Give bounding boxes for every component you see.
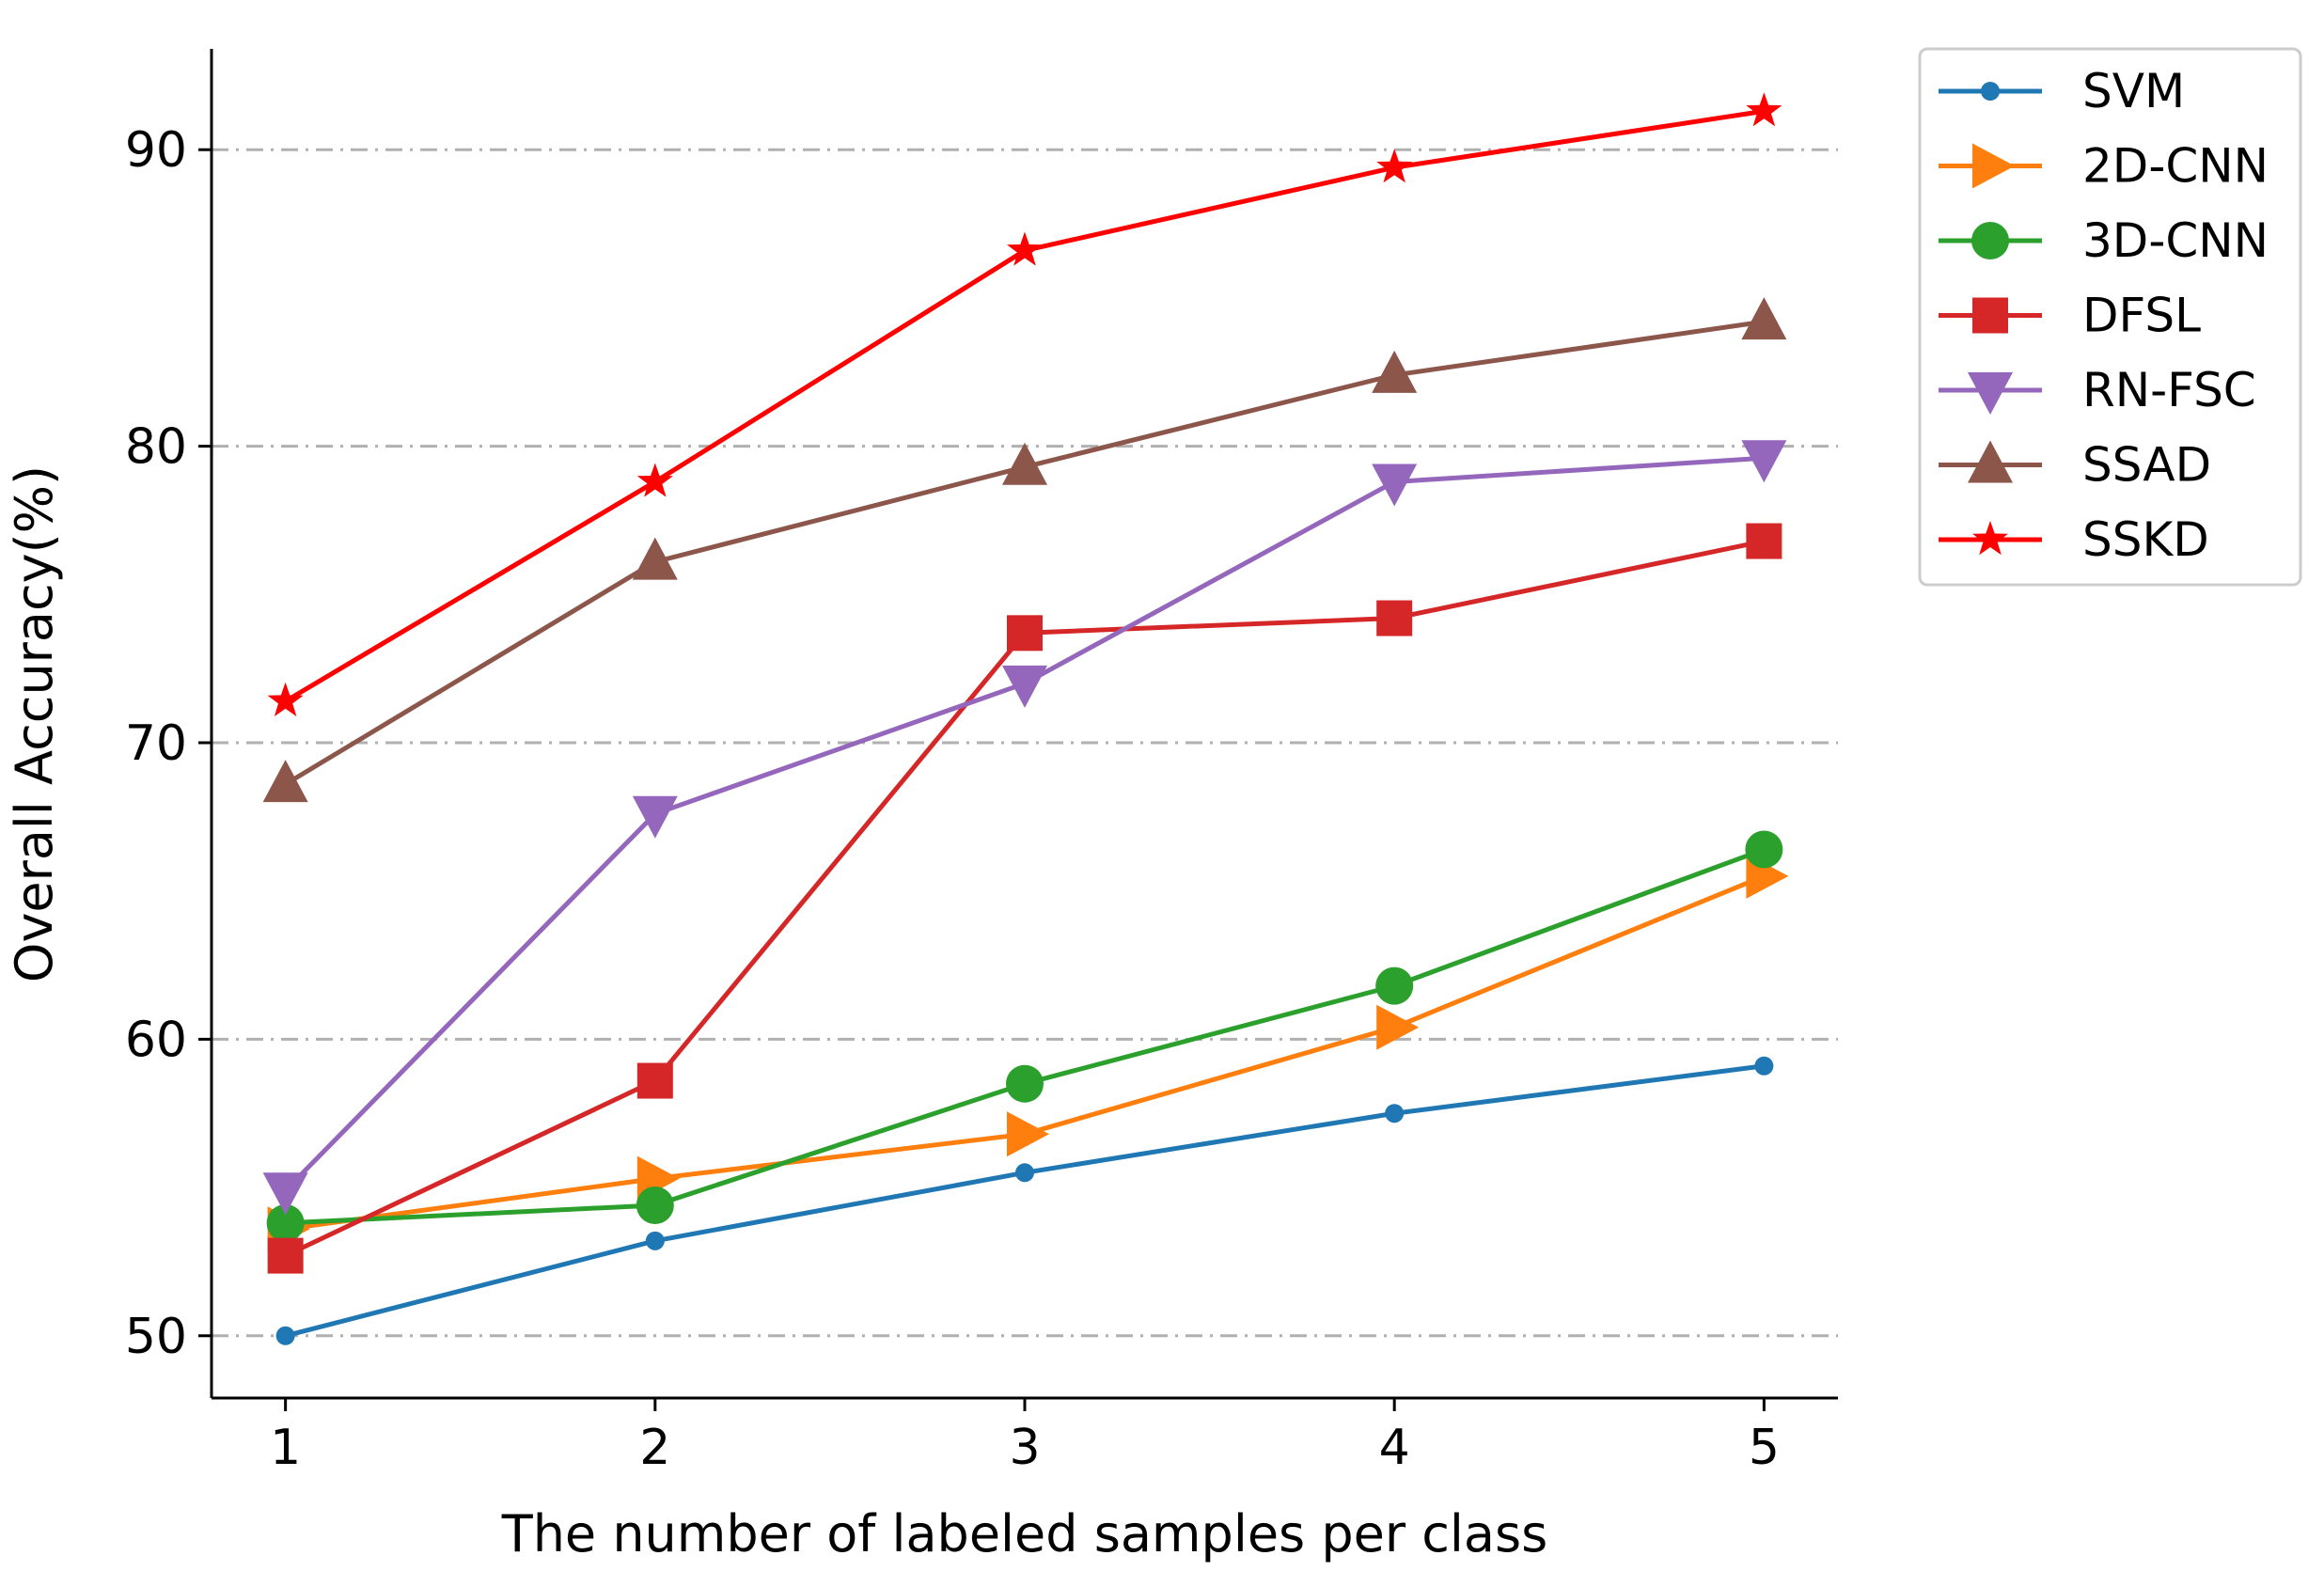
data-point — [267, 682, 304, 716]
y-tick-label: 90 — [125, 122, 187, 179]
data-point — [1007, 1111, 1049, 1157]
legend-label: SSKD — [2082, 512, 2209, 567]
data-point — [1006, 1064, 1044, 1103]
data-point — [1376, 149, 1413, 183]
data-point — [1745, 830, 1783, 869]
x-tick-label: 3 — [1009, 1420, 1040, 1476]
data-point — [1981, 82, 2000, 101]
data-point — [1372, 350, 1418, 393]
grid-lines — [212, 148, 1838, 1338]
data-point — [632, 795, 678, 839]
legend-entry: SSKD — [1939, 512, 2209, 567]
legend-label: RN-FSC — [2082, 363, 2256, 417]
series-dfsl — [267, 523, 1782, 1274]
data-point — [1002, 665, 1047, 708]
x-tick-label: 4 — [1379, 1420, 1410, 1476]
y-tick-label: 60 — [125, 1012, 187, 1068]
data-point — [262, 760, 308, 803]
data-point — [266, 1203, 305, 1242]
data-point — [267, 1237, 304, 1274]
data-point — [1375, 966, 1414, 1005]
legend-entry: RN-FSC — [1939, 363, 2256, 417]
series-line — [284, 108, 1765, 703]
x-tick-label: 1 — [270, 1420, 301, 1476]
legend: SVM 2D-CNN 3D-CNN DFSL RN-FSC SSAD SSKD — [1918, 47, 2302, 587]
data-point — [262, 1172, 308, 1216]
data-point — [1968, 440, 2013, 483]
data-point — [1968, 372, 2013, 415]
legend-entry: 3D-CNN — [1939, 213, 2269, 268]
data-point — [1385, 1104, 1405, 1123]
legend-frame — [1918, 47, 2302, 587]
y-tick-label: 80 — [125, 419, 187, 476]
legend-label: SVM — [2082, 64, 2185, 118]
series-2d-cnn — [267, 853, 1789, 1252]
data-point — [1007, 615, 1043, 652]
legend-label: DFSL — [2082, 289, 2201, 343]
legend-entry: SSAD — [1939, 438, 2211, 493]
y-axis-label: Overall Accuracy(%) — [5, 465, 64, 982]
data-point — [1754, 1056, 1774, 1076]
data-point — [275, 1326, 295, 1345]
legend-label: 3D-CNN — [2082, 213, 2269, 268]
data-point — [1015, 1163, 1034, 1183]
data-point — [632, 537, 678, 580]
x-tick-label: 2 — [639, 1420, 670, 1476]
series-3d-cnn — [266, 830, 1783, 1242]
series-rn-fsc — [262, 440, 1787, 1216]
legend-entry: 2D-CNN — [1939, 139, 2269, 194]
data-point — [1002, 442, 1047, 485]
data-point — [1746, 523, 1782, 559]
y-tick-label: 70 — [125, 715, 187, 772]
x-axis-label: The number of labeled samples per class — [501, 1504, 1548, 1563]
data-point — [1376, 600, 1413, 636]
ticks: 50 60 70 80 90 1 2 3 4 5 — [125, 122, 1780, 1476]
data-point — [1376, 1004, 1420, 1050]
legend-label: SSAD — [2082, 438, 2211, 493]
data-point — [1741, 297, 1787, 340]
series-svm — [275, 1056, 1774, 1345]
legend-entry: DFSL — [1939, 289, 2201, 343]
legend-entry: SVM — [1939, 64, 2185, 118]
data-point — [1741, 440, 1787, 483]
series-ssad — [262, 297, 1787, 803]
series-sskd — [267, 92, 1782, 716]
x-tick-label: 5 — [1749, 1420, 1780, 1476]
data-point — [1746, 92, 1782, 127]
data-point — [1972, 521, 2008, 556]
y-tick-label: 50 — [125, 1309, 187, 1365]
data-point — [636, 1062, 673, 1099]
series-line — [284, 319, 1765, 787]
data-point — [1971, 222, 2009, 259]
data-point — [1372, 464, 1418, 507]
data-point — [1007, 231, 1043, 266]
legend-label: 2D-CNN — [2082, 139, 2269, 194]
data-point — [1972, 143, 2015, 189]
data-point — [636, 1186, 674, 1224]
data-point — [645, 1231, 665, 1250]
data-point — [1972, 297, 2008, 334]
data-point — [636, 463, 673, 497]
series — [262, 92, 1789, 1345]
